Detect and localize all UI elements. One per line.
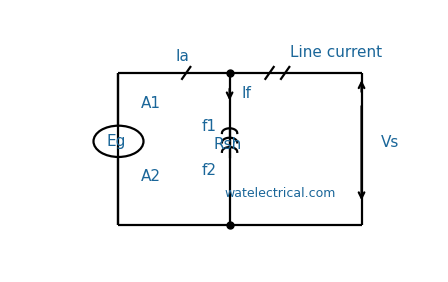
Text: f1: f1 <box>202 119 217 134</box>
Text: A2: A2 <box>141 169 161 184</box>
Text: watelectrical.com: watelectrical.com <box>224 187 336 200</box>
Text: Line current: Line current <box>290 45 383 60</box>
Text: Eg: Eg <box>106 134 126 149</box>
Text: If: If <box>242 86 252 101</box>
Text: Vs: Vs <box>381 135 399 150</box>
Text: A1: A1 <box>141 96 161 111</box>
Text: Ia: Ia <box>176 49 190 64</box>
Text: f2: f2 <box>202 163 217 178</box>
Text: Rsh: Rsh <box>214 137 242 152</box>
